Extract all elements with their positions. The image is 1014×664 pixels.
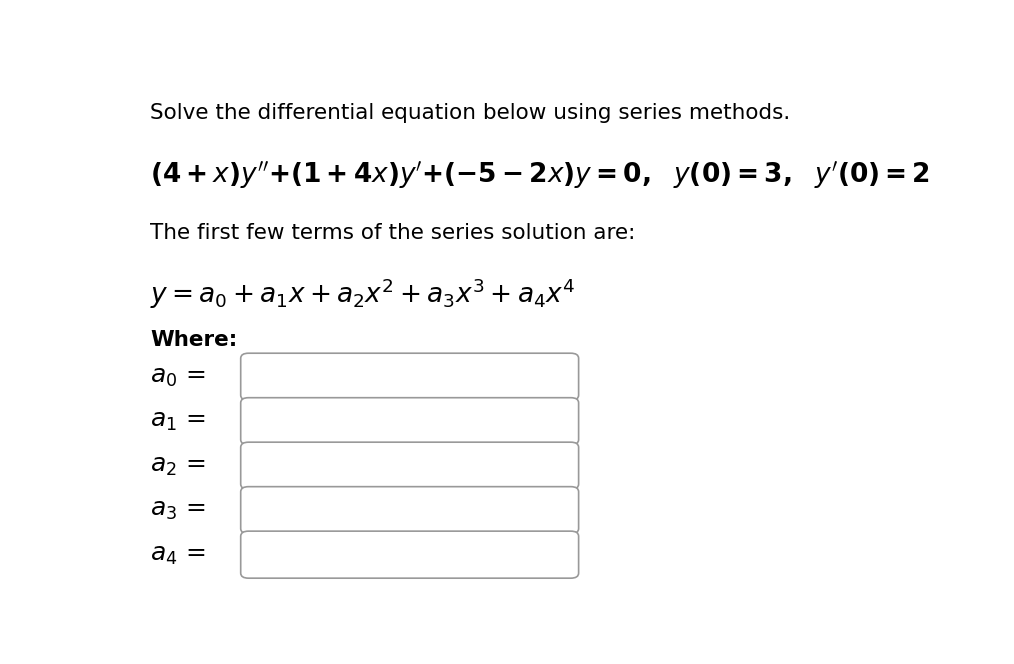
- Text: $a_1$ =: $a_1$ =: [150, 409, 206, 433]
- FancyBboxPatch shape: [240, 487, 579, 534]
- Text: Solve the differential equation below using series methods.: Solve the differential equation below us…: [150, 103, 791, 123]
- Text: $a_0$ =: $a_0$ =: [150, 365, 206, 388]
- FancyBboxPatch shape: [240, 353, 579, 400]
- Text: The first few terms of the series solution are:: The first few terms of the series soluti…: [150, 223, 636, 243]
- Text: $a_2$ =: $a_2$ =: [150, 454, 206, 477]
- Text: Where:: Where:: [150, 330, 237, 350]
- Text: $a_4$ =: $a_4$ =: [150, 542, 206, 566]
- FancyBboxPatch shape: [240, 398, 579, 445]
- Text: $y = a_0 + a_1 x + a_2 x^2 + a_3 x^3 + a_4 x^4$: $y = a_0 + a_1 x + a_2 x^2 + a_3 x^3 + a…: [150, 276, 576, 311]
- Text: $a_3$ =: $a_3$ =: [150, 498, 206, 522]
- FancyBboxPatch shape: [240, 442, 579, 489]
- Text: $\mathbf{(4+}x\mathbf{)}y^{\prime\prime}\mathbf{+(1+4}x\mathbf{)}y^{\prime}\math: $\mathbf{(4+}x\mathbf{)}y^{\prime\prime}…: [150, 159, 931, 191]
- FancyBboxPatch shape: [240, 531, 579, 578]
